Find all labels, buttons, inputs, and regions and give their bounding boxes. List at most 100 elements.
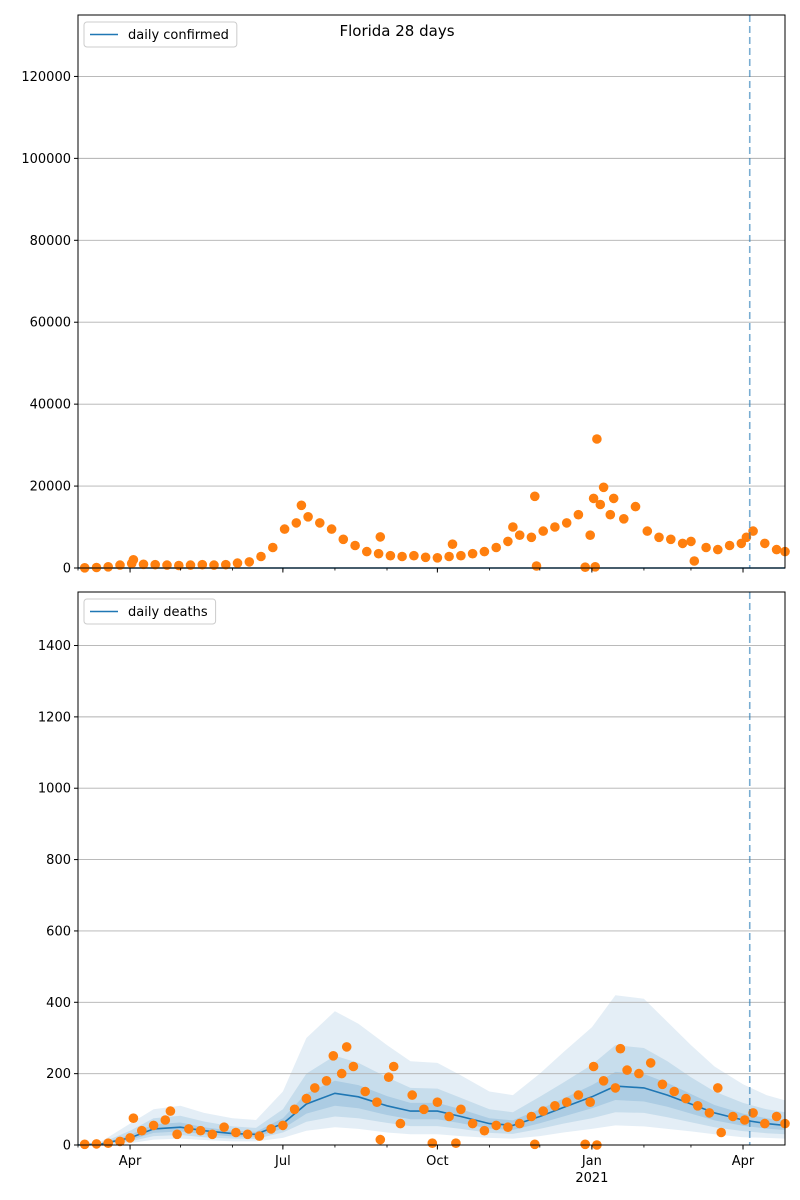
data-point bbox=[550, 522, 560, 532]
data-point bbox=[279, 524, 290, 534]
data-point bbox=[444, 551, 454, 562]
data-point bbox=[338, 534, 349, 545]
data-point bbox=[479, 1125, 490, 1136]
data-point bbox=[125, 1133, 135, 1143]
data-point bbox=[669, 1086, 679, 1097]
data-point bbox=[336, 1068, 347, 1079]
legend: daily deaths bbox=[83, 598, 217, 625]
data-point bbox=[148, 1120, 159, 1131]
data-point bbox=[514, 1118, 525, 1129]
data-point bbox=[590, 562, 600, 572]
data-point bbox=[128, 555, 139, 565]
data-point bbox=[383, 1072, 394, 1082]
data-point bbox=[491, 542, 502, 553]
data-point bbox=[165, 1106, 176, 1116]
band-group bbox=[78, 995, 785, 1145]
data-point bbox=[456, 1104, 466, 1115]
data-point bbox=[701, 542, 711, 553]
data-point bbox=[598, 482, 609, 493]
y-axis: 0 20000 40000 60000 80000 100000 120000 bbox=[21, 70, 78, 577]
data-point bbox=[728, 1111, 738, 1122]
data-point bbox=[619, 514, 629, 524]
y-tick-label: 1000 bbox=[38, 782, 71, 797]
data-point bbox=[375, 532, 386, 542]
data-point bbox=[630, 501, 641, 512]
data-point bbox=[592, 434, 602, 444]
data-point bbox=[451, 1138, 461, 1148]
band-mid-band bbox=[78, 1045, 785, 1145]
data-point bbox=[713, 544, 723, 555]
data-point bbox=[160, 1115, 171, 1125]
data-point bbox=[508, 522, 518, 532]
axes-frame bbox=[77, 591, 786, 1146]
data-point bbox=[716, 1127, 726, 1138]
points-group bbox=[79, 1042, 790, 1150]
data-point bbox=[692, 1101, 703, 1111]
data-point bbox=[373, 548, 384, 559]
data-point bbox=[503, 1122, 513, 1132]
data-point bbox=[748, 526, 758, 536]
data-point bbox=[467, 548, 478, 559]
data-point bbox=[444, 1111, 454, 1122]
data-point bbox=[397, 551, 407, 562]
data-point bbox=[315, 518, 325, 528]
data-point bbox=[419, 1104, 429, 1115]
data-point bbox=[588, 1061, 599, 1072]
figure-title: Florida 28 days bbox=[339, 22, 454, 40]
data-point bbox=[432, 553, 443, 563]
data-point bbox=[588, 493, 599, 504]
data-point bbox=[741, 532, 752, 543]
x-tick-label: Jul bbox=[274, 1154, 291, 1169]
data-point bbox=[748, 1108, 758, 1118]
data-point bbox=[150, 559, 160, 570]
y-tick-label: 200 bbox=[46, 1067, 71, 1082]
data-point bbox=[580, 562, 590, 572]
data-point bbox=[231, 1127, 241, 1138]
data-point bbox=[642, 526, 653, 536]
y-tick-label: 1400 bbox=[38, 639, 71, 654]
data-point bbox=[427, 1138, 438, 1148]
data-point bbox=[103, 1138, 113, 1148]
gridlines bbox=[78, 75, 785, 569]
data-point bbox=[254, 1131, 265, 1141]
y-tick-label: 100000 bbox=[21, 152, 71, 167]
data-point bbox=[760, 1118, 770, 1129]
data-point bbox=[289, 1104, 300, 1115]
x-tick-label: Apr bbox=[119, 1154, 142, 1169]
data-point bbox=[526, 1111, 537, 1122]
y-tick-label: 0 bbox=[63, 1139, 71, 1154]
data-point bbox=[689, 556, 700, 566]
data-point bbox=[704, 1108, 715, 1118]
data-point bbox=[360, 1086, 371, 1097]
data-point bbox=[303, 512, 313, 522]
data-point bbox=[79, 1139, 90, 1150]
y-tick-label: 800 bbox=[46, 853, 71, 868]
x-tick-label: Oct bbox=[426, 1154, 448, 1169]
legend-label: daily deaths bbox=[128, 605, 208, 620]
data-point bbox=[681, 1093, 691, 1104]
data-point bbox=[654, 532, 664, 543]
y-tick-label: 20000 bbox=[30, 480, 71, 495]
data-point bbox=[432, 1097, 443, 1107]
data-point bbox=[605, 509, 616, 520]
y-tick-label: 60000 bbox=[30, 316, 71, 331]
data-point bbox=[585, 530, 595, 540]
data-point bbox=[645, 1058, 656, 1068]
data-point bbox=[197, 559, 208, 570]
data-point bbox=[326, 524, 337, 534]
data-point bbox=[388, 1061, 399, 1072]
data-point bbox=[585, 1097, 595, 1107]
points-group bbox=[79, 434, 790, 573]
data-point bbox=[420, 552, 431, 563]
legend-label: daily confirmed bbox=[128, 28, 229, 43]
data-point bbox=[573, 1090, 584, 1100]
data-point bbox=[301, 1093, 312, 1104]
data-point bbox=[573, 509, 584, 520]
data-point bbox=[103, 562, 113, 572]
x-tick-label: Apr bbox=[732, 1154, 755, 1169]
y-tick-label: 0 bbox=[63, 562, 71, 577]
x-axis: Apr Jul Oct Jan Apr bbox=[77, 1145, 755, 1169]
data-point bbox=[268, 542, 278, 553]
